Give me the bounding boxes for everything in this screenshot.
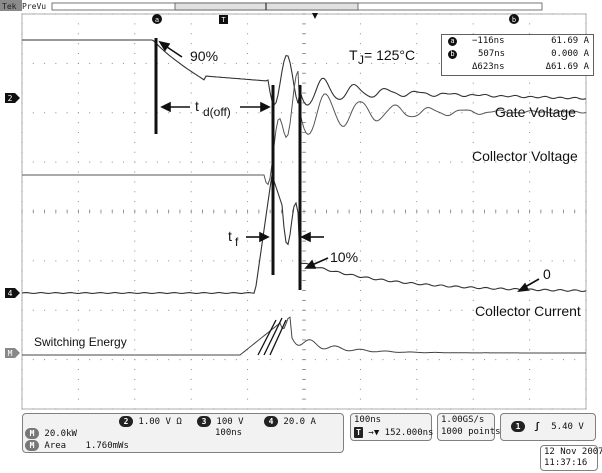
channel-3-readout[interactable]: 3 100 V	[197, 416, 244, 427]
measurement-badge: M	[25, 440, 39, 451]
label-gate-voltage: Gate Voltage	[495, 104, 576, 120]
switching-energy-trace	[22, 316, 586, 356]
acquisition-panel[interactable]: 1.00GS/s 1000 points	[437, 413, 501, 441]
math-readout[interactable]: M 20.0kW	[25, 428, 77, 439]
date-label: 12 Nov 2007	[544, 447, 602, 457]
channel-scale-panel[interactable]: 2 1.00 V Ω 3 100 V 4 20.0 A M 20.0kW 100…	[22, 413, 344, 453]
channel-4-badge: 4	[264, 416, 278, 427]
measurement-value: 1.760mWs	[85, 441, 129, 451]
collector-voltage-trace	[22, 70, 587, 186]
cursor-readout-row-b: b 507ns 0.000 A	[442, 49, 593, 61]
collector-current-trace	[21, 174, 587, 294]
trigger-slope-icon: ʃ	[534, 422, 540, 432]
svg-text:t: t	[195, 98, 199, 114]
cursor-b-value: 0.000 A	[551, 49, 589, 59]
channel-3-badge: 3	[197, 416, 211, 427]
horizontal-panel[interactable]: 100ns T →▼ 152.000ns	[350, 413, 433, 441]
label-td-off: t d(off)	[195, 98, 231, 119]
cursor-delta-time: Δ623ns	[472, 62, 505, 72]
svg-text:f: f	[235, 235, 239, 249]
horizontal-scale: 100ns	[354, 415, 382, 425]
svg-text:a: a	[155, 16, 159, 24]
trigger-position-value: →▼ 152.000ns	[368, 428, 434, 438]
math-scale: 20.0kW	[44, 429, 77, 439]
cursor-a-value: 61.69 A	[551, 36, 589, 46]
label-switching-energy: Switching Energy	[34, 335, 127, 349]
trigger-point-arrow	[312, 13, 318, 19]
channel-4-readout[interactable]: 4 20.0 A	[264, 416, 316, 427]
channel-2-scale: 1.00 V	[138, 417, 171, 427]
label-90-percent: 90%	[190, 48, 218, 64]
time-label: 11:37:16	[544, 458, 588, 468]
cursor-readout-row-a: a −116ns 61.69 A	[442, 36, 593, 48]
cursor-readout-box: a −116ns 61.69 A b 507ns 0.000 A Δ623ns …	[441, 34, 594, 76]
cursor-delta-value: Δ61.69 A	[545, 62, 589, 72]
svg-text:J: J	[358, 53, 364, 67]
svg-text:t: t	[228, 228, 232, 244]
measurement-readout[interactable]: M Area 1.760mWs	[25, 440, 129, 451]
channel-2-termination-icon: Ω	[176, 417, 182, 427]
cursor-a-marker[interactable]: a	[152, 14, 162, 24]
trigger-position-readout: T →▼ 152.000ns	[354, 427, 433, 438]
cursor-a-time: −116ns	[472, 36, 505, 46]
graticule-center-ticks	[21, 13, 587, 410]
measurement-name: Area	[44, 441, 67, 451]
label-junction-temperature: T J = 125°C	[349, 47, 415, 67]
gate-voltage-trace	[22, 39, 587, 106]
svg-text:d(off): d(off)	[203, 105, 231, 119]
channel-2-badge: 2	[119, 416, 133, 427]
date-time-panel: 12 Nov 2007 11:37:16	[540, 445, 602, 471]
trigger-panel[interactable]: 1 ʃ 5.40 V	[500, 413, 596, 441]
brand-text: Tek	[2, 2, 17, 11]
channel-2-readout[interactable]: 2 1.00 V Ω	[119, 416, 182, 427]
trigger-channel-badge: 1	[511, 421, 525, 432]
channel-4-ground-marker[interactable]: 4	[5, 288, 20, 298]
record-length: 1000 points	[441, 427, 501, 437]
svg-text:4: 4	[8, 289, 13, 298]
trigger-position-icon: T	[354, 427, 363, 438]
cursor-b-marker[interactable]: b	[509, 14, 519, 24]
cursor-a-badge: a	[448, 37, 457, 46]
svg-text:M: M	[8, 349, 13, 358]
math-badge: M	[25, 428, 39, 439]
trigger-readout[interactable]: 1 ʃ 5.40 V	[511, 421, 584, 432]
svg-text:T: T	[221, 16, 226, 24]
cursor-readout-row-delta: Δ623ns Δ61.69 A	[442, 62, 593, 74]
mode-label: PreVu	[22, 2, 46, 11]
svg-text:T: T	[349, 47, 358, 63]
svg-text:2: 2	[8, 94, 13, 103]
label-10-percent: 10%	[330, 249, 358, 265]
cursor-b-badge: b	[448, 50, 457, 59]
cursor-b-time: 507ns	[478, 49, 506, 59]
label-tf: t f	[228, 228, 239, 249]
channel-3-scale: 100 V	[216, 417, 244, 427]
label-zero: 0	[543, 266, 551, 282]
channel-4-scale: 20.0 A	[283, 417, 316, 427]
label-collector-voltage: Collector Voltage	[472, 148, 578, 164]
label-collector-current: Collector Current	[475, 303, 581, 319]
svg-text:= 125°C: = 125°C	[364, 47, 415, 63]
math-time-scale: 100ns	[215, 428, 243, 438]
trigger-position-marker[interactable]: T	[219, 15, 228, 24]
trigger-level: 5.40 V	[551, 422, 584, 432]
math-ground-marker[interactable]: M	[5, 348, 20, 358]
brand-logo	[0, 0, 22, 11]
energy-hatch-lines	[257, 317, 287, 356]
sample-rate: 1.00GS/s	[441, 415, 485, 425]
channel-2-ground-marker[interactable]: 2	[5, 93, 20, 103]
annotation-arrows	[158, 40, 540, 293]
svg-text:b: b	[512, 16, 516, 24]
